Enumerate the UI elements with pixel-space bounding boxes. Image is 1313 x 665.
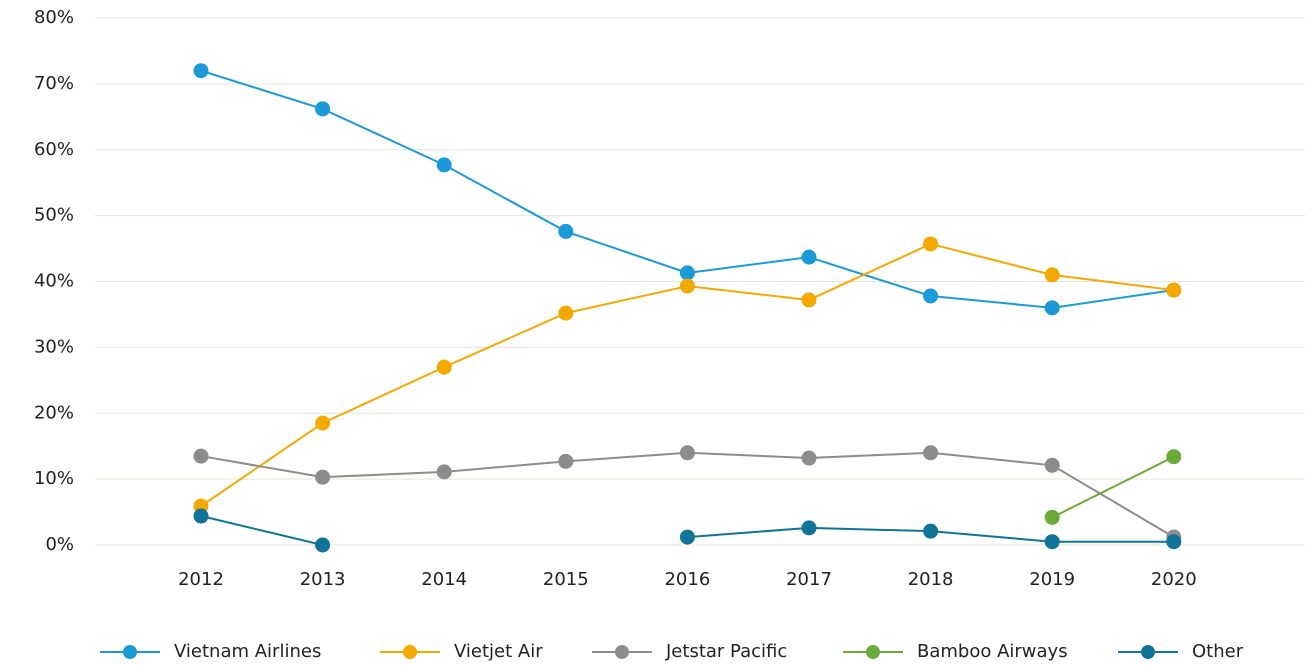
- legend-label: Other: [1192, 641, 1244, 662]
- data-point: [558, 223, 574, 239]
- data-point: [679, 265, 695, 281]
- data-point: [801, 249, 817, 265]
- data-point: [923, 445, 939, 461]
- data-point: [315, 415, 331, 431]
- data-point: [801, 450, 817, 466]
- x-tick-label: 2012: [178, 569, 224, 590]
- legend-marker: [403, 645, 417, 659]
- series-line: [200, 451, 1175, 538]
- legend-marker: [1141, 645, 1155, 659]
- y-tick-label: 50%: [34, 205, 74, 226]
- legend-label: Bamboo Airways: [917, 641, 1068, 662]
- data-point: [1044, 300, 1060, 316]
- y-tick-label: 60%: [34, 139, 74, 160]
- legend-label: Jetstar Pacific: [665, 641, 787, 662]
- data-point: [436, 359, 452, 375]
- data-point: [923, 236, 939, 252]
- x-tick-label: 2020: [1151, 569, 1197, 590]
- data-point: [1166, 282, 1182, 298]
- y-tick-label: 70%: [34, 73, 74, 94]
- legend-marker: [123, 645, 137, 659]
- data-point: [1044, 267, 1060, 283]
- data-point: [315, 469, 331, 485]
- y-tick-label: 10%: [34, 468, 74, 489]
- data-point: [679, 445, 695, 461]
- data-point: [923, 523, 939, 539]
- data-point: [1044, 509, 1060, 525]
- y-tick-label: 0%: [45, 534, 74, 555]
- x-tick-label: 2019: [1029, 569, 1075, 590]
- y-tick-label: 40%: [34, 271, 74, 292]
- x-tick-label: 2013: [300, 569, 346, 590]
- x-tick-label: 2018: [908, 569, 954, 590]
- series-line: [1051, 455, 1175, 519]
- data-point: [1166, 449, 1182, 465]
- data-point: [679, 529, 695, 545]
- x-tick-label: 2017: [786, 569, 832, 590]
- y-tick-label: 20%: [34, 402, 74, 423]
- data-point: [193, 63, 209, 79]
- y-tick-label: 80%: [34, 7, 74, 28]
- x-tick-label: 2016: [664, 569, 710, 590]
- legend-label: Vietjet Air: [454, 641, 543, 662]
- data-point: [801, 292, 817, 308]
- data-point: [436, 464, 452, 480]
- data-point: [193, 448, 209, 464]
- data-point: [923, 288, 939, 304]
- x-tick-label: 2015: [543, 569, 589, 590]
- data-point: [558, 305, 574, 321]
- legend-marker: [866, 645, 880, 659]
- data-point: [193, 508, 209, 524]
- data-point: [315, 101, 331, 117]
- data-point: [436, 157, 452, 173]
- series-line: [200, 515, 323, 546]
- data-point: [679, 278, 695, 294]
- data-point: [801, 520, 817, 536]
- data-point: [1044, 534, 1060, 550]
- y-tick-label: 30%: [34, 336, 74, 357]
- x-tick-label: 2014: [421, 569, 467, 590]
- data-point: [315, 537, 331, 553]
- data-point: [558, 453, 574, 469]
- legend-marker: [615, 645, 629, 659]
- data-point: [1044, 457, 1060, 473]
- data-point: [1166, 534, 1182, 550]
- legend-label: Vietnam Airlines: [174, 641, 321, 662]
